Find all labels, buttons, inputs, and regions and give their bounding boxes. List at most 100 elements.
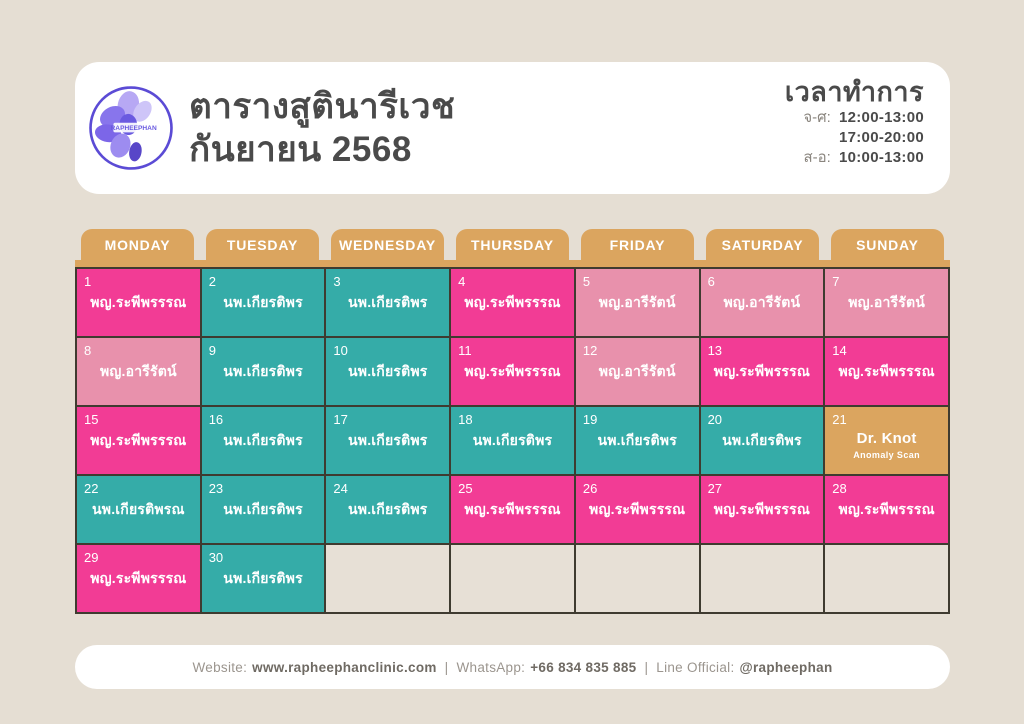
hours-day-range: ส-อ: — [803, 148, 831, 166]
day-tab: TUESDAY — [206, 229, 319, 260]
calendar-cell — [825, 545, 948, 612]
footer-separator: | — [644, 659, 649, 675]
day-header-row: MONDAY TUESDAY WEDNESDAY THURSDAY FRIDAY… — [75, 229, 950, 260]
day-tab: SUNDAY — [831, 229, 944, 260]
day-tab: FRIDAY — [581, 229, 694, 260]
doctor-name: นพ.เกียรติพร — [722, 432, 802, 448]
day-number: 22 — [84, 481, 99, 496]
day-number: 2 — [208, 274, 216, 289]
calendar-cell: 13 พญ.ระพีพรรรณ — [700, 338, 824, 405]
calendar-cell: 16 นพ.เกียรติพร — [201, 407, 325, 474]
doctor-name: พญ.ระพีพรรรณ — [90, 294, 187, 310]
doctor-name: นพ.เกียรติพร — [223, 294, 303, 310]
hours-time: 12:00-13:00 — [838, 108, 924, 126]
calendar-cell: 1 พญ.ระพีพรรรณ — [77, 269, 200, 336]
doctor-name: พญ.ระพีพรรรณ — [464, 294, 561, 310]
day-number: 7 — [832, 274, 840, 289]
calendar-grid: 1 พญ.ระพีพรรรณ 2 นพ.เกียรติพร 3 นพ.เกียร… — [75, 267, 950, 614]
day-number: 16 — [208, 412, 224, 427]
hours-day-range: จ-ศ: — [803, 108, 831, 126]
calendar-cell: 20 นพ.เกียรติพร — [700, 407, 824, 474]
doctor-name: นพ.เกียรติพร — [597, 432, 677, 448]
doctor-name: นพ.เกียรติพร — [472, 432, 553, 448]
header-band — [75, 260, 950, 267]
day-number: 4 — [458, 274, 466, 289]
calendar-cell: 10 นพ.เกียรติพร — [326, 338, 450, 405]
footer-bar: Website: www.rapheephanclinic.com | What… — [75, 645, 950, 689]
doctor-name: นพ.เกียรติพรณ — [92, 501, 185, 517]
calendar-cell: 21 Dr. Knot Anomaly Scan — [825, 407, 948, 474]
calendar-cell: 8 พญ.อารีรัตน์ — [77, 338, 200, 405]
day-number: 27 — [707, 481, 723, 496]
day-tab-label: FRIDAY — [609, 236, 666, 253]
title-line-2: กันยายน 2568 — [189, 130, 412, 169]
calendar-cell: 23 นพ.เกียรติพร — [201, 476, 325, 543]
day-number: 30 — [208, 550, 224, 565]
calendar-cell: 12 พญ.อารีรัตน์ — [575, 338, 699, 405]
day-tab-label: MONDAY — [104, 236, 171, 253]
doctor-name: พญ.ระพีพรรรณ — [838, 501, 935, 517]
logo-text: RAPHEEPHAN — [111, 125, 157, 132]
website-label: Website: — [192, 659, 248, 675]
doctor-name: พญ.อารีรัตน์ — [848, 294, 926, 310]
day-number: 25 — [458, 481, 473, 496]
calendar-cell: 9 นพ.เกียรติพร — [201, 338, 325, 405]
line-label: Line Official: — [656, 659, 735, 675]
doctor-name: นพ.เกียรติพร — [348, 501, 428, 517]
page-title: ตารางสูตินารีเวช กันยายน 2568 — [189, 85, 455, 172]
hours-time: 17:00-20:00 — [838, 128, 924, 146]
line-value: @rapheephan — [739, 659, 833, 675]
day-number: 10 — [333, 343, 348, 358]
doctor-name: พญ.ระพีพรรรณ — [90, 570, 187, 586]
calendar-cell: 7 พญ.อารีรัตน์ — [825, 269, 948, 336]
day-number: 17 — [333, 412, 348, 427]
doctor-name: พญ.อารีรัตน์ — [598, 294, 676, 310]
hours-time: 10:00-13:00 — [838, 148, 924, 166]
calendar-cell: 26 พญ.ระพีพรรรณ — [575, 476, 699, 543]
doctor-name: นพ.เกียรติพร — [223, 570, 303, 586]
doctor-name: นพ.เกียรติพร — [348, 432, 428, 448]
doctor-name: พญ.ระพีพรรรณ — [464, 501, 561, 517]
calendar-cell: 6 พญ.อารีรัตน์ — [700, 269, 824, 336]
hours-line: จ-ศ: 12:00-13:00 — [785, 108, 924, 128]
calendar-cell: 28 พญ.ระพีพรรรณ — [825, 476, 948, 543]
doctor-name: นพ.เกียรติพร — [223, 501, 303, 517]
day-number: 19 — [582, 412, 598, 427]
day-number: 11 — [458, 343, 472, 358]
calendar-cell — [575, 545, 699, 612]
day-tab: SATURDAY — [706, 229, 819, 260]
day-tab-label: SUNDAY — [856, 236, 919, 253]
hours-lines: จ-ศ: 12:00-13:00 17:00-20:00 ส-อ: 10:00-… — [785, 108, 924, 168]
day-number: 29 — [84, 550, 99, 565]
calendar-cell: 22 นพ.เกียรติพรณ — [77, 476, 200, 543]
calendar-cell: 17 นพ.เกียรติพร — [326, 407, 450, 474]
working-hours: เวลาทำการ จ-ศ: 12:00-13:00 17:00-20:00 ส… — [785, 77, 924, 168]
calendar-cell: 11 พญ.ระพีพรรรณ — [451, 338, 574, 405]
lotus-flower-icon — [94, 91, 152, 162]
cell-note: Anomaly Scan — [853, 450, 921, 460]
calendar-cell: 5 พญ.อารีรัตน์ — [575, 269, 699, 336]
website-value: www.rapheephanclinic.com — [252, 659, 437, 675]
doctor-name: นพ.เกียรติพร — [348, 294, 428, 310]
day-number: 6 — [707, 274, 715, 289]
doctor-name: พญ.อารีรัตน์ — [598, 363, 676, 379]
day-tab: WEDNESDAY — [331, 229, 444, 260]
doctor-name: นพ.เกียรติพร — [223, 363, 303, 379]
calendar-cell — [451, 545, 574, 612]
day-tab-label: WEDNESDAY — [339, 236, 436, 253]
day-number: 12 — [582, 343, 598, 358]
day-number: 1 — [84, 274, 92, 289]
doctor-name: พญ.ระพีพรรรณ — [713, 501, 811, 517]
doctor-name: พญ.ระพีพรรรณ — [90, 432, 187, 448]
calendar-cell: 27 พญ.ระพีพรรรณ — [700, 476, 824, 543]
doctor-name: พญ.อารีรัตน์ — [99, 363, 177, 379]
day-number: 14 — [832, 343, 847, 358]
calendar-cell — [700, 545, 824, 612]
calendar-cell: 2 นพ.เกียรติพร — [201, 269, 325, 336]
doctor-name: พญ.ระพีพรรรณ — [464, 363, 561, 379]
doctor-name: พญ.อารีรัตน์ — [723, 294, 801, 310]
calendar-cell: 29 พญ.ระพีพรรรณ — [77, 545, 200, 612]
hours-line: 17:00-20:00 — [785, 128, 924, 148]
calendar-cell: 3 นพ.เกียรติพร — [326, 269, 450, 336]
